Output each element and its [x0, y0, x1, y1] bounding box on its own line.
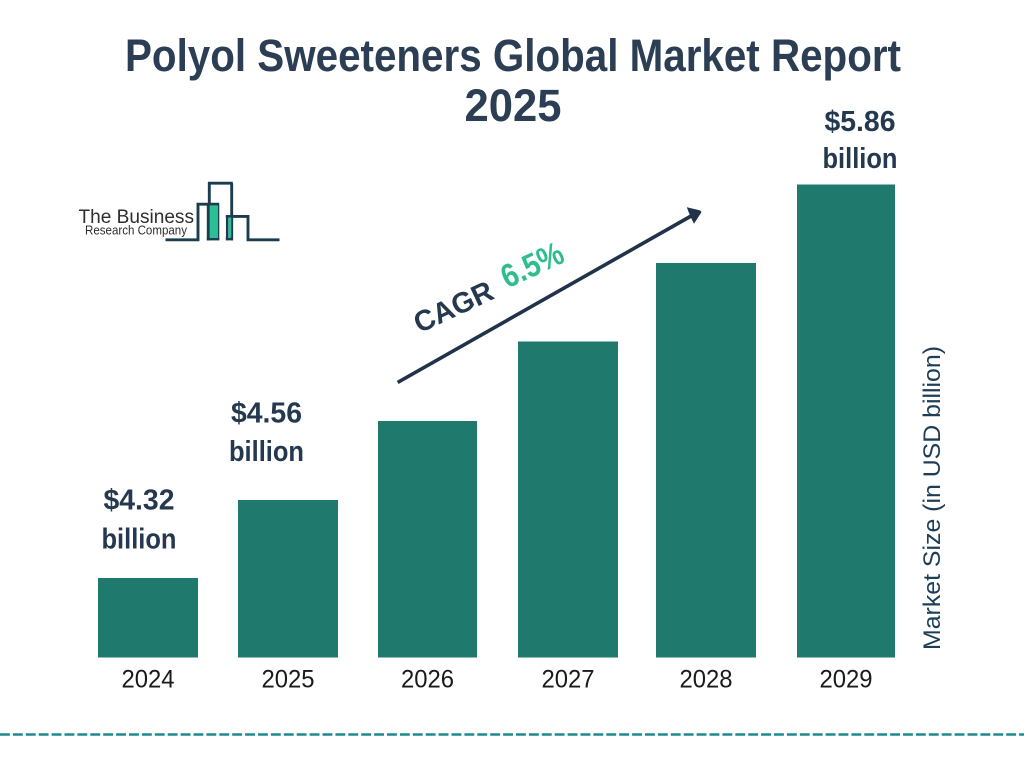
svg-text:Research Company: Research Company [85, 223, 188, 238]
svg-text:billion: billion [102, 524, 177, 556]
svg-text:2025: 2025 [262, 666, 315, 694]
svg-text:The Business: The Business [79, 206, 195, 228]
svg-text:2025: 2025 [465, 80, 562, 131]
svg-text:2028: 2028 [680, 666, 733, 694]
svg-text:Market Size (in USD billion): Market Size (in USD billion) [919, 346, 946, 650]
svg-text:$5.86: $5.86 [825, 106, 896, 138]
svg-text:$4.56: $4.56 [231, 398, 302, 430]
svg-text:billion: billion [229, 436, 304, 468]
svg-text:2027: 2027 [542, 666, 595, 694]
svg-text:billion: billion [823, 143, 898, 175]
svg-text:Polyol Sweeteners Global Marke: Polyol Sweeteners Global Market Report [125, 30, 901, 81]
svg-text:$4.32: $4.32 [104, 485, 175, 517]
svg-text:2026: 2026 [401, 666, 454, 694]
svg-text:2024: 2024 [122, 666, 175, 694]
svg-text:2029: 2029 [820, 666, 873, 694]
